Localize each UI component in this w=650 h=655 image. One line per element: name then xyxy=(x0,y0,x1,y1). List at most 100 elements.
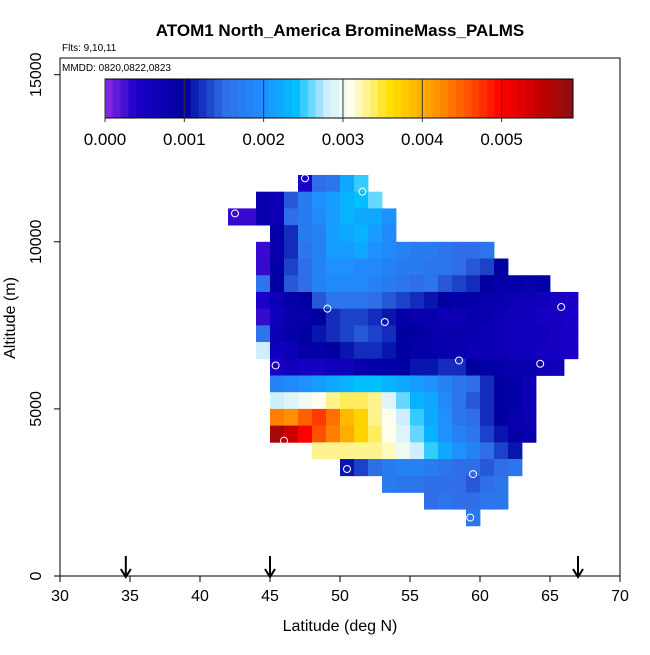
colorbar-segment xyxy=(518,79,527,118)
x-tick-label: 70 xyxy=(611,588,629,605)
heatmap-cell xyxy=(424,258,439,276)
heatmap-cell xyxy=(480,241,495,259)
down-arrow-icon xyxy=(119,556,132,579)
heatmap-cell xyxy=(340,442,355,460)
heatmap-cell xyxy=(480,392,495,410)
heatmap-cell xyxy=(340,241,355,259)
colorbar-segment xyxy=(557,79,566,118)
heatmap-cell xyxy=(270,308,285,326)
heatmap-cell xyxy=(522,275,537,293)
axes: 30 35 40 45 50 55 60 65 70 0 5000 10000 15000 xyxy=(28,52,629,605)
heatmap-cell xyxy=(466,425,481,443)
heatmap-cell xyxy=(354,459,369,477)
flight-marker xyxy=(380,318,389,327)
heatmap-cell xyxy=(340,208,355,226)
heatmap-cell xyxy=(424,308,439,326)
heatmap-cell xyxy=(508,392,523,410)
colorbar-segment xyxy=(229,79,238,118)
heatmap-cell xyxy=(354,325,369,343)
heatmap-cell xyxy=(424,392,439,410)
heatmap-cell xyxy=(382,358,397,376)
flight-marker xyxy=(301,174,309,183)
colorbar-segment xyxy=(417,79,426,118)
heatmap-cell xyxy=(326,342,341,360)
heatmap-cell xyxy=(410,358,425,376)
heatmap-cell xyxy=(242,208,257,226)
heatmap-cell xyxy=(298,174,313,193)
heatmap-cell xyxy=(396,258,411,276)
heatmap-cell xyxy=(424,342,439,360)
colorbar-segment xyxy=(541,79,550,118)
heatmap-cell xyxy=(424,375,439,393)
heatmap-cell xyxy=(354,225,369,243)
annotation-flights: Flts: 9,10,11 xyxy=(62,43,117,54)
heatmap-cell xyxy=(410,408,425,427)
heatmap-cell xyxy=(284,392,299,410)
heatmap-cell xyxy=(298,241,313,259)
colorbar-segment xyxy=(424,79,433,118)
colorbar-segment xyxy=(253,79,262,118)
colorbar-tick-label: 0.002 xyxy=(242,130,285,149)
heatmap-cell xyxy=(494,375,509,393)
heatmap-cell xyxy=(424,325,439,343)
heatmap-cell xyxy=(424,275,439,293)
heatmap-cell xyxy=(326,425,341,443)
colorbar-segment xyxy=(300,79,309,118)
heatmap-cell xyxy=(466,358,481,376)
x-axis-label: Latitude (deg N) xyxy=(283,618,398,635)
heatmap-cell xyxy=(494,325,509,343)
heatmap-cell xyxy=(424,358,439,376)
heatmap-cell xyxy=(452,308,467,326)
heatmap-cell xyxy=(270,408,285,427)
colorbar-tick-label: 0.000 xyxy=(84,130,127,149)
heatmap-cells xyxy=(228,174,579,527)
colorbar-segment xyxy=(354,79,363,118)
heatmap-cell xyxy=(368,291,383,310)
colorbar-segment xyxy=(105,79,114,118)
heatmap-cell xyxy=(382,459,397,477)
heatmap-cell xyxy=(536,308,551,326)
heatmap-cell xyxy=(480,425,495,443)
heatmap-cell xyxy=(522,308,537,326)
heatmap-cell xyxy=(326,275,341,293)
heatmap-cell xyxy=(312,408,327,427)
colorbar-segment xyxy=(510,79,519,118)
heatmap-cell xyxy=(284,325,299,343)
heatmap-cell xyxy=(368,408,383,427)
heatmap-cell xyxy=(494,291,509,310)
heatmap-cell xyxy=(424,408,439,427)
colorbar-segment xyxy=(323,79,332,118)
heatmap-cell xyxy=(382,258,397,276)
heatmap-cell xyxy=(340,408,355,427)
colorbar-segment xyxy=(144,79,153,118)
heatmap-cell xyxy=(396,375,411,393)
heatmap-cell xyxy=(536,342,551,360)
heatmap-cell xyxy=(256,308,271,326)
heatmap-cell xyxy=(340,174,355,193)
colorbar-segment xyxy=(237,79,246,118)
heatmap-cell xyxy=(270,208,285,226)
heatmap-cell xyxy=(480,475,495,493)
heatmap-cell xyxy=(494,258,509,276)
colorbar-segment xyxy=(120,79,129,118)
heatmap-cell xyxy=(312,425,327,443)
heatmap-cell xyxy=(326,258,341,276)
heatmap-cell xyxy=(368,425,383,443)
heatmap-cell xyxy=(354,392,369,410)
heatmap-cell xyxy=(298,191,313,209)
heatmap-cell xyxy=(466,342,481,360)
heatmap-cell xyxy=(550,325,565,343)
flight-marker xyxy=(466,513,475,522)
heatmap-cell xyxy=(256,208,271,226)
heatmap-cell xyxy=(536,275,551,293)
colorbar-segment xyxy=(565,79,574,118)
heatmap-cell xyxy=(326,358,341,376)
colorbar-segment xyxy=(292,79,301,118)
heatmap-cell xyxy=(508,425,523,443)
heatmap-cell xyxy=(480,258,495,276)
heatmap-cell xyxy=(466,241,481,259)
heatmap-cell xyxy=(452,291,467,310)
heatmap-cell xyxy=(396,459,411,477)
x-tick-label: 65 xyxy=(541,588,559,605)
flight-marker xyxy=(469,470,477,479)
